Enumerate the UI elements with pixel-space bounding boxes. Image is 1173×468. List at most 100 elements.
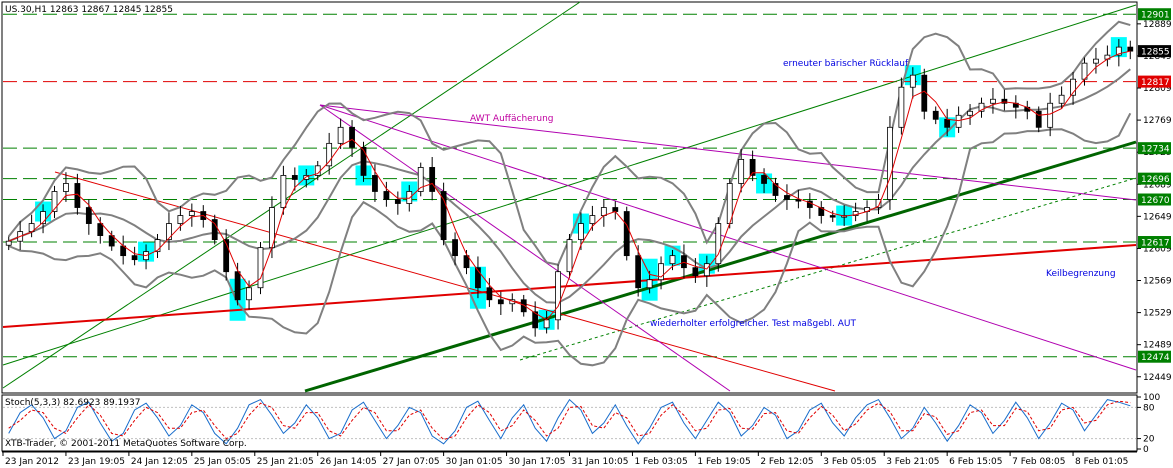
annotation-test: wiederholter erfolgreicher. Test maßgebl… <box>650 319 856 329</box>
watermark: XTB-Trader, © 2001-2011 MetaQuotes Softw… <box>5 439 247 449</box>
candle-body <box>749 159 756 176</box>
stoch-signal-line <box>8 400 1131 441</box>
time-tick-label: 31 Jan 10:05 <box>572 457 629 467</box>
candle-body <box>909 74 916 88</box>
candle-body <box>291 175 298 180</box>
annotation-keil: Keilbegrenzung <box>1046 269 1116 279</box>
stoch-title: Stoch(5,3,3) 82.6923 89.1937 <box>5 398 140 408</box>
candle-body <box>1001 98 1008 104</box>
candle-body <box>589 215 596 224</box>
candle-body <box>566 239 573 273</box>
time-tick-label: 8 Feb 01:05 <box>1075 457 1128 467</box>
price-tick-label: 12569 <box>1143 277 1172 287</box>
time-tick-label: 24 Jan 12:05 <box>131 457 188 467</box>
stoch-lines <box>8 398 1131 445</box>
fan-line-1 <box>319 104 1137 201</box>
price-tick-label: 12769 <box>1143 116 1172 126</box>
candle-body <box>990 98 996 104</box>
candle-body <box>337 126 344 144</box>
level-tag <box>1138 236 1171 249</box>
candle-body <box>394 199 401 204</box>
time-tick-label: 6 Feb 15:05 <box>949 457 1002 467</box>
candle-body <box>578 223 584 241</box>
time-axis: 23 Jan 2012 23 Jan 19:05 24 Jan 12:05 25 Ja… <box>2 451 1137 467</box>
candle-body <box>555 271 561 321</box>
candle-body <box>417 167 424 192</box>
time-tick-label: 30 Jan 01:05 <box>446 457 503 467</box>
candle-body <box>612 207 619 212</box>
annotations: AWT Auffächerung erneuter bärischer Rück… <box>470 59 1116 329</box>
price-tick-label: 12649 <box>1143 212 1172 222</box>
fan-line-2 <box>319 104 1137 371</box>
level-tag-label: 12855 <box>1141 48 1170 58</box>
candle-body <box>349 126 355 148</box>
candle-body <box>898 86 905 128</box>
candle-body <box>429 167 436 192</box>
dotted-support-line <box>519 177 1137 361</box>
candle-body <box>97 223 104 236</box>
main-price-panel[interactable]: AWT Auffächerung erneuter bärischer Rück… <box>1 1 1138 394</box>
price-tick-label: 12489 <box>1143 341 1172 351</box>
level-tag <box>1138 172 1171 185</box>
trend-lines <box>2 1 1137 393</box>
time-tick-label: 3 Feb 05:05 <box>823 457 876 467</box>
horizontal-levels <box>3 13 1136 358</box>
fan-line-3 <box>319 104 731 392</box>
candle-body <box>875 199 882 208</box>
candle-body <box>475 267 481 289</box>
time-tick-label: 2 Feb 12:05 <box>760 457 813 467</box>
candle-body <box>635 255 642 289</box>
candle-body <box>177 215 184 224</box>
candle-body <box>85 207 92 224</box>
candle-body <box>51 191 58 212</box>
candle-body <box>658 263 664 281</box>
time-tick-label: 1 Feb 03:05 <box>634 457 687 467</box>
level-tag-label: 12474 <box>1141 353 1170 363</box>
candle-body <box>497 299 504 305</box>
candle-body <box>543 319 550 329</box>
time-tick-label: 27 Jan 07:05 <box>383 457 440 467</box>
candle-body <box>1115 46 1122 56</box>
wedge-boundary-line <box>2 244 1137 328</box>
price-tick-label: 12449 <box>1143 373 1172 383</box>
stochastic-panel[interactable]: Stoch(5,3,3) 82.6923 89.1937 XTB-Trader,… <box>1 394 1138 452</box>
time-tick-label: 23 Jan 2012 <box>5 457 59 467</box>
candle-body <box>383 191 390 200</box>
level-tag-label: 12901 <box>1141 11 1170 21</box>
main-chart-title: US.30,H1 12863 12867 12845 12855 <box>5 5 173 15</box>
candle-body <box>211 219 218 241</box>
time-tick-label: 25 Jan 21:05 <box>257 457 314 467</box>
level-tag <box>1138 193 1171 206</box>
upper-channel-line-2 <box>2 4 1137 366</box>
candle-body <box>623 211 630 257</box>
annotation-awt: AWT Auffächerung <box>470 114 554 124</box>
stoch-levels <box>3 406 1136 440</box>
candle-body <box>40 211 46 224</box>
level-tag <box>1138 350 1171 363</box>
candle-body <box>520 299 527 313</box>
candle-body <box>703 263 710 277</box>
time-tick-label: 25 Jan 05:05 <box>194 457 251 467</box>
candle-body <box>1070 78 1076 96</box>
time-tick-label: 3 Feb 21:05 <box>886 457 939 467</box>
candle-body <box>761 175 767 184</box>
candle-body <box>246 287 252 301</box>
fast-ma-line <box>8 50 1131 321</box>
stoch-tick-label: 20 <box>1143 435 1155 445</box>
candle-body <box>887 126 893 200</box>
moving-average <box>8 50 1131 321</box>
time-tick-label: 23 Jan 19:05 <box>68 457 125 467</box>
candle-body <box>326 142 333 167</box>
candlesticks <box>5 39 1134 337</box>
time-tick-label: 26 Jan 14:05 <box>320 457 377 467</box>
candle-body <box>818 207 825 216</box>
candle-body <box>669 255 676 265</box>
candle-body <box>646 279 653 289</box>
stoch-tick-label: 100 <box>1143 393 1160 403</box>
candle-body <box>360 146 367 176</box>
candle-body <box>1127 46 1134 52</box>
price-tick-label: 12609 <box>1143 244 1172 254</box>
